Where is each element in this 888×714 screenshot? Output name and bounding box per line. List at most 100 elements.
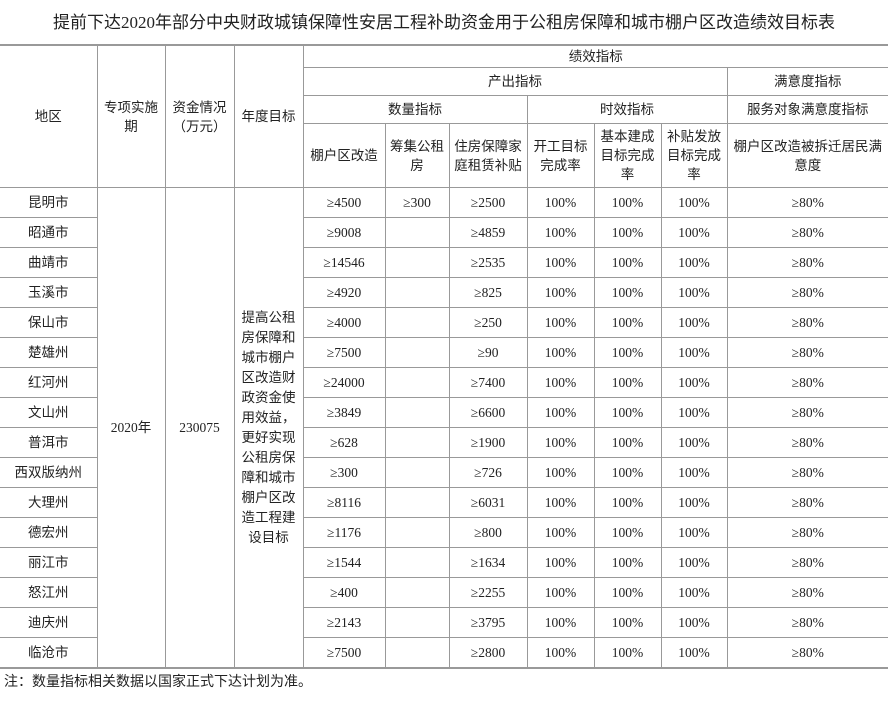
- data-cell: 100%: [593, 367, 662, 398]
- header-cell: 棚户区改造: [303, 123, 386, 188]
- data-cell: 100%: [526, 487, 595, 518]
- data-cell: 100%: [660, 397, 728, 428]
- region-cell: 玉溪市: [0, 277, 98, 308]
- data-cell: ≥80%: [726, 607, 888, 638]
- data-cell: ≥80%: [726, 577, 888, 608]
- empty-cell: [384, 337, 450, 368]
- data-cell: 100%: [593, 397, 662, 428]
- data-cell: ≥80%: [726, 637, 888, 668]
- header-cell: 筹集公租房: [384, 123, 450, 188]
- header-cell: 服务对象满意度指标: [726, 95, 888, 124]
- empty-cell: [384, 457, 450, 488]
- data-cell: ≥80%: [726, 217, 888, 248]
- data-cell: 100%: [660, 547, 728, 578]
- empty-cell: [384, 247, 450, 278]
- data-cell: 100%: [660, 367, 728, 398]
- data-cell: 100%: [593, 337, 662, 368]
- table-row: 普洱市 ≥628 ≥1900 100% 100% 100% ≥80%: [0, 427, 888, 458]
- data-cell: 100%: [526, 577, 595, 608]
- data-cell: 100%: [593, 547, 662, 578]
- data-cell: 100%: [660, 217, 728, 248]
- empty-cell: [384, 487, 450, 518]
- table-row: 临沧市 ≥7500 ≥2800 100% 100% 100% ≥80%: [0, 637, 888, 668]
- data-cell: ≥80%: [726, 247, 888, 278]
- data-cell: ≥1176: [302, 517, 386, 548]
- data-cell: ≥2143: [302, 607, 386, 638]
- data-cell: ≥6031: [448, 487, 528, 518]
- header-cell: 资金情况（万元）: [164, 45, 235, 188]
- data-cell: 100%: [593, 217, 662, 248]
- data-cell: ≥1900: [448, 427, 528, 458]
- data-cell: ≥1544: [302, 547, 386, 578]
- data-cell: ≥4920: [302, 277, 386, 308]
- table-row: 西双版纳州 ≥300 ≥726 100% 100% 100% ≥80%: [0, 457, 888, 488]
- header-cell: 基本建成目标完成率: [593, 123, 662, 188]
- data-cell: ≥80%: [726, 367, 888, 398]
- target-cell: 提高公租房保障和城市棚户区改造财政资金使用效益，更好实现公租房保障和城市棚户区改…: [233, 187, 304, 668]
- data-cell: 100%: [593, 307, 662, 338]
- header-cell: 年度目标: [233, 45, 304, 188]
- data-cell: ≥300: [302, 457, 386, 488]
- data-cell: ≥7500: [302, 637, 386, 668]
- data-cell: 100%: [660, 577, 728, 608]
- region-cell: 怒江州: [0, 577, 98, 608]
- data-cell: ≥80%: [726, 487, 888, 518]
- data-cell: 100%: [526, 637, 595, 668]
- data-cell: 100%: [526, 307, 595, 338]
- empty-cell: [384, 517, 450, 548]
- table-row: 文山州 ≥3849 ≥6600 100% 100% 100% ≥80%: [0, 397, 888, 428]
- performance-table: 地区 专项实施期 资金情况（万元） 年度目标 绩效指标 产出指标 满意度指标 数…: [0, 45, 888, 668]
- data-cell: ≥3795: [448, 607, 528, 638]
- region-cell: 临沧市: [0, 637, 98, 668]
- region-cell: 普洱市: [0, 427, 98, 458]
- data-cell: 100%: [660, 517, 728, 548]
- data-cell: ≥80%: [726, 397, 888, 428]
- region-cell: 昆明市: [0, 187, 98, 218]
- data-cell: ≥7400: [448, 367, 528, 398]
- footnote: 注：数量指标相关数据以国家正式下达计划为准。: [0, 668, 888, 697]
- data-cell: 100%: [526, 217, 595, 248]
- data-cell: ≥3849: [302, 397, 386, 428]
- data-cell: 100%: [660, 337, 728, 368]
- funds-cell: 230075: [164, 187, 235, 668]
- table-row: 丽江市 ≥1544 ≥1634 100% 100% 100% ≥80%: [0, 547, 888, 578]
- data-cell: 100%: [593, 427, 662, 458]
- data-cell: 100%: [526, 367, 595, 398]
- region-cell: 文山州: [0, 397, 98, 428]
- data-cell: 100%: [660, 607, 728, 638]
- empty-cell: [384, 367, 450, 398]
- data-cell: 100%: [526, 547, 595, 578]
- empty-cell: [384, 397, 450, 428]
- data-cell: 100%: [593, 637, 662, 668]
- empty-cell: [384, 607, 450, 638]
- data-cell: 100%: [660, 277, 728, 308]
- data-cell: ≥4500: [302, 187, 386, 218]
- region-cell: 大理州: [0, 487, 98, 518]
- data-cell: ≥4000: [302, 307, 386, 338]
- data-cell: 100%: [593, 517, 662, 548]
- region-cell: 昭通市: [0, 217, 98, 248]
- empty-cell: [384, 307, 450, 338]
- header-cell: 棚户区改造被拆迁居民满意度: [726, 123, 888, 188]
- data-cell: 100%: [660, 307, 728, 338]
- table-row: 玉溪市 ≥4920 ≥825 100% 100% 100% ≥80%: [0, 277, 888, 308]
- data-cell: 100%: [526, 397, 595, 428]
- region-cell: 迪庆州: [0, 607, 98, 638]
- table-row: 迪庆州 ≥2143 ≥3795 100% 100% 100% ≥80%: [0, 607, 888, 638]
- data-cell: 100%: [526, 337, 595, 368]
- data-cell: 100%: [526, 187, 595, 218]
- data-cell: 100%: [593, 277, 662, 308]
- data-cell: ≥726: [448, 457, 528, 488]
- data-cell: 100%: [593, 607, 662, 638]
- data-cell: ≥2500: [448, 187, 528, 218]
- empty-cell: [384, 577, 450, 608]
- data-cell: ≥80%: [726, 427, 888, 458]
- data-cell: ≥400: [302, 577, 386, 608]
- empty-cell: [384, 547, 450, 578]
- empty-cell: [384, 277, 450, 308]
- region-cell: 德宏州: [0, 517, 98, 548]
- data-cell: ≥825: [448, 277, 528, 308]
- header-cell: 补贴发放目标完成率: [660, 123, 728, 188]
- table-title: 提前下达2020年部分中央财政城镇保障性安居工程补助资金用于公租房保障和城市棚户…: [0, 0, 888, 45]
- data-cell: 100%: [660, 427, 728, 458]
